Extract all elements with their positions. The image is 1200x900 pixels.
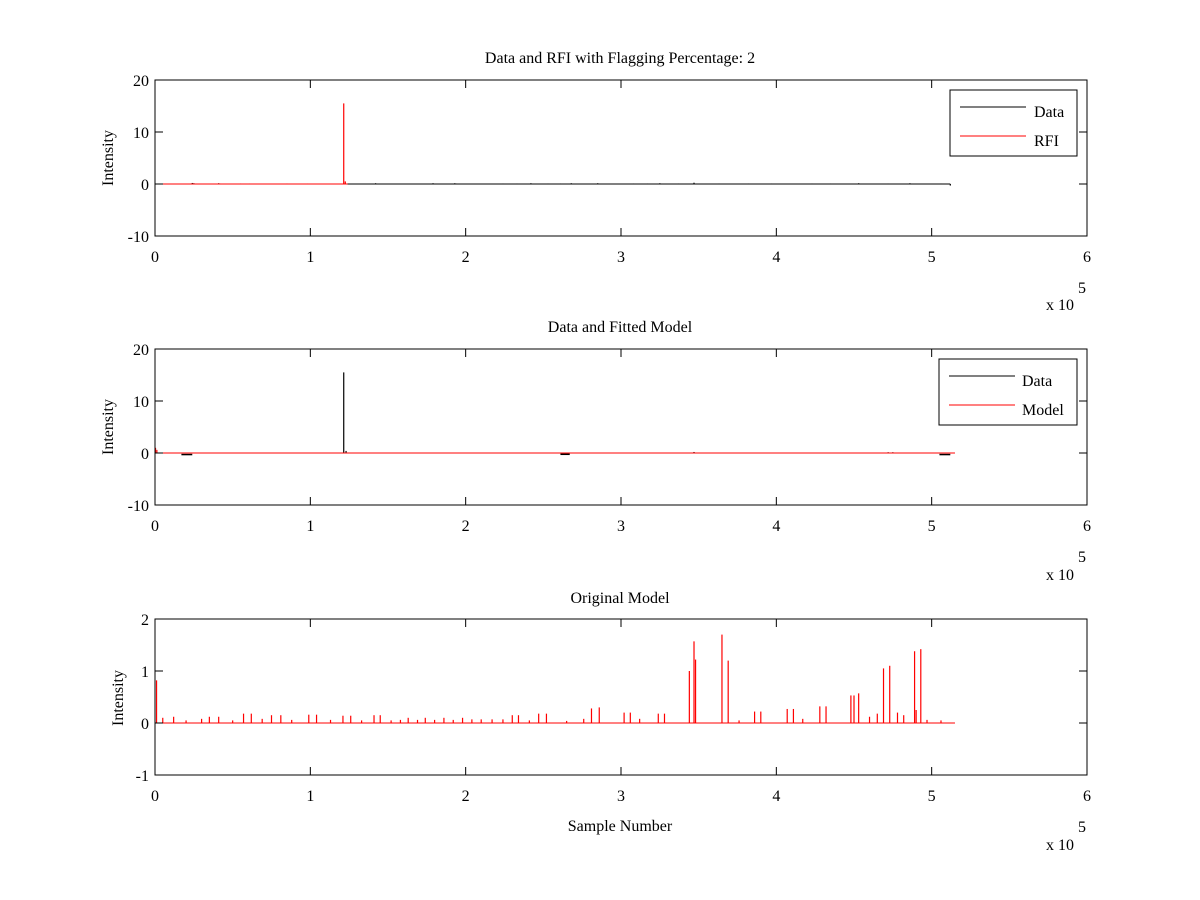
subplot-2-xtick-label-5: 5 [928,518,936,535]
subplot-1-ytick-label-20: 20 [133,73,149,90]
subplot-1-ylabel: Intensity [100,130,117,186]
subplot-2-legend-model-label: Model [1022,402,1064,419]
subplot-3-ytick-label--1: -1 [136,768,149,785]
subplot-3-marks [155,634,955,724]
subplot-1-legend-box [949,89,1078,157]
subplot-1-ytick-label-10: 10 [133,125,149,142]
subplot-2-ytick-label-20: 20 [133,342,149,359]
subplot-2-xtick-label-0: 0 [151,518,159,535]
subplot-2-xtick-label-4: 4 [772,518,780,535]
subplot-1-xtick-label-4: 4 [772,249,780,266]
subplot-2-legend-box [938,358,1078,426]
subplot-3-xtick-label-1: 1 [306,788,314,805]
subplot-1: Data and RFI with Flagging Percentage: 2… [100,50,1091,314]
subplot-3-x-exponent: 5 [1078,819,1086,836]
subplot-2-legend-data-label: Data [1022,373,1052,390]
subplot-2-xtick-label-1: 1 [306,518,314,535]
subplot-2-ytick-label-10: 10 [133,394,149,411]
subplot-3-xtick-label-4: 4 [772,788,780,805]
subplot-3: Original Model Intensity Sample Number 0… [110,590,1091,854]
subplot-2: Data and Fitted Model Intensity 0 1 2 3 4 5 6 -… [100,319,1091,584]
subplot-1-x-multiplier: x 10 [1046,297,1074,314]
subplot-2-ylabel: Intensity [100,399,117,455]
subplot-2-ytick-label--10: -10 [128,498,149,515]
subplot-3-title: Original Model [570,590,670,607]
subplot-3-xtick-label-6: 6 [1083,788,1091,805]
subplot-1-legend-rfi-label: RFI [1034,133,1059,150]
subplot-2-title: Data and Fitted Model [548,319,693,336]
subplot-3-ytick-label-0: 0 [141,716,149,733]
subplot-1-xtick-label-3: 3 [617,249,625,266]
subplot-2-legend: Data Model [938,358,1078,426]
subplot-1-xtick-label-1: 1 [306,249,314,266]
subplot-1-xtick-label-0: 0 [151,249,159,266]
subplot-1-ytick-label--10: -10 [128,229,149,246]
subplot-3-xtick-label-5: 5 [928,788,936,805]
subplot-2-x-exponent: 5 [1078,549,1086,566]
subplot-3-xtick-label-0: 0 [151,788,159,805]
subplot-2-xtick-label-3: 3 [617,518,625,535]
subplot-2-ytick-label-0: 0 [141,446,149,463]
subplot-2-marks [154,372,955,456]
subplot-1-x-exponent: 5 [1078,280,1086,297]
subplot-1-xtick-label-6: 6 [1083,249,1091,266]
subplot-1-xtick-label-2: 2 [462,249,470,266]
subplot-3-x-multiplier: x 10 [1046,837,1074,854]
subplot-1-ytick-label-0: 0 [141,177,149,194]
subplot-1-marks [155,103,951,186]
subplot-3-ylabel: Intensity [110,670,127,726]
subplot-2-xtick-label-6: 6 [1083,518,1091,535]
subplot-1-title: Data and RFI with Flagging Percentage: 2 [485,50,755,67]
subplot-3-xlabel: Sample Number [568,818,673,835]
subplot-3-xtick-label-3: 3 [617,788,625,805]
subplot-3-ytick-label-2: 2 [141,612,149,629]
subplot-1-legend-data-label: Data [1034,104,1064,121]
subplot-2-x-multiplier: x 10 [1046,567,1074,584]
subplot-1-legend: Data RFI [949,89,1078,157]
subplot-2-xtick-label-2: 2 [462,518,470,535]
subplot-3-xtick-label-2: 2 [462,788,470,805]
subplot-1-xtick-label-5: 5 [928,249,936,266]
subplot-3-ytick-label-1: 1 [141,664,149,681]
